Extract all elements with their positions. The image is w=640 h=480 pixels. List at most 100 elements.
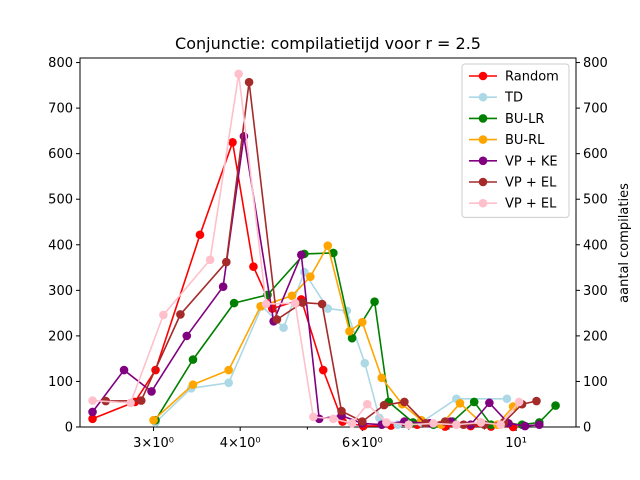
data-point xyxy=(329,414,338,424)
data-point xyxy=(345,327,354,336)
x-tick-label-6: 6×10⁰ xyxy=(342,436,383,451)
data-point xyxy=(147,387,156,396)
y-tick-label-left-500: 500 xyxy=(48,193,73,208)
data-point xyxy=(476,418,486,427)
legend-label: TD xyxy=(504,91,523,106)
data-point xyxy=(88,396,97,405)
y-tick-label-right-700: 700 xyxy=(583,102,608,117)
data-point xyxy=(502,394,512,404)
y-tick-label-right-400: 400 xyxy=(583,238,608,253)
data-point xyxy=(290,298,300,308)
data-point xyxy=(382,418,391,427)
legend-swatch-marker xyxy=(478,92,488,102)
legend-label: VP + EL xyxy=(505,176,557,191)
data-point xyxy=(298,298,307,307)
data-point xyxy=(188,380,198,389)
data-point xyxy=(126,398,135,408)
y-tick-label-left-600: 600 xyxy=(48,147,73,162)
data-point xyxy=(347,333,357,343)
data-point xyxy=(377,373,387,383)
legend-swatch-marker xyxy=(478,177,488,187)
data-point xyxy=(88,414,97,424)
data-point xyxy=(136,396,146,405)
data-point xyxy=(514,397,524,407)
data-point xyxy=(188,355,198,364)
data-point xyxy=(429,419,438,428)
data-point xyxy=(455,399,465,408)
data-point xyxy=(534,420,544,430)
data-point xyxy=(317,299,327,309)
data-point xyxy=(149,415,158,425)
chart-title: Conjunctie: compilatietijd voor r = 2.5 xyxy=(175,34,481,53)
data-point xyxy=(234,69,243,79)
data-point xyxy=(279,323,288,332)
data-point xyxy=(249,262,258,271)
legend-swatch-marker xyxy=(478,156,488,166)
legend-label: VP + KE xyxy=(505,154,558,169)
data-point xyxy=(306,272,315,281)
data-point xyxy=(551,401,560,410)
y-tick-label-left-0: 0 xyxy=(65,421,73,436)
data-point xyxy=(375,413,384,423)
data-point xyxy=(182,331,192,341)
data-point xyxy=(272,315,282,324)
data-point xyxy=(360,358,370,368)
data-point xyxy=(261,299,271,309)
data-point xyxy=(532,396,541,406)
data-point xyxy=(469,397,479,407)
x-tick-label-4: 4×10⁰ xyxy=(220,436,261,451)
data-point xyxy=(176,310,185,319)
data-point xyxy=(119,365,129,375)
legend: Random TD BU-LR BU-RL VP + KE VP + EL VP + EL xyxy=(461,63,570,218)
data-point xyxy=(370,297,379,307)
data-point xyxy=(362,399,372,409)
series-6 xyxy=(88,69,524,430)
data-point xyxy=(452,420,461,430)
legend-swatch-marker xyxy=(478,114,488,123)
data-point xyxy=(404,420,414,430)
y-tick-label-left-400: 400 xyxy=(48,238,73,253)
y-tick-label-right-500: 500 xyxy=(583,193,608,208)
data-point xyxy=(379,400,389,410)
y-tick-label-left-200: 200 xyxy=(48,329,73,344)
data-point xyxy=(296,250,306,260)
y-tick-label-left-800: 800 xyxy=(48,56,73,71)
y-tick-label-right-800: 800 xyxy=(583,56,608,71)
series-layer xyxy=(88,69,560,432)
legend-label: Random xyxy=(505,70,559,85)
legend-swatch-marker xyxy=(478,71,488,81)
x-tick-label-10: 10¹ xyxy=(505,436,527,451)
data-point xyxy=(323,241,333,250)
y-tick-label-right-100: 100 xyxy=(583,375,608,390)
data-point xyxy=(520,421,530,431)
data-point xyxy=(228,137,237,147)
data-point xyxy=(205,255,215,265)
y-tick-label-left-700: 700 xyxy=(48,102,73,117)
data-point xyxy=(309,412,318,422)
data-point xyxy=(329,248,338,258)
y-tick-label-right-0: 0 xyxy=(583,421,591,436)
data-point xyxy=(229,298,239,308)
data-point xyxy=(224,365,233,375)
data-point xyxy=(357,317,367,327)
y-tick-label-left-300: 300 xyxy=(48,284,73,299)
data-point xyxy=(400,397,409,407)
data-point xyxy=(88,407,97,417)
data-point xyxy=(224,378,233,388)
y-tick-label-left-100: 100 xyxy=(48,375,73,390)
right-axis-label: aantal compilaties xyxy=(617,183,632,303)
data-point xyxy=(508,402,518,411)
data-point xyxy=(244,77,254,87)
legend-label: VP + EL xyxy=(505,197,557,212)
data-point xyxy=(496,420,505,430)
legend-swatch-marker xyxy=(478,198,488,208)
data-point xyxy=(287,291,297,301)
data-point xyxy=(318,365,328,375)
x-tick-label-3: 3×10⁰ xyxy=(133,436,174,451)
data-point xyxy=(159,310,168,320)
y-tick-label-right-600: 600 xyxy=(583,147,608,162)
legend-label: BU-LR xyxy=(505,112,544,127)
legend-swatch-marker xyxy=(478,135,488,144)
legend-frame xyxy=(461,63,570,218)
data-point xyxy=(347,419,357,428)
